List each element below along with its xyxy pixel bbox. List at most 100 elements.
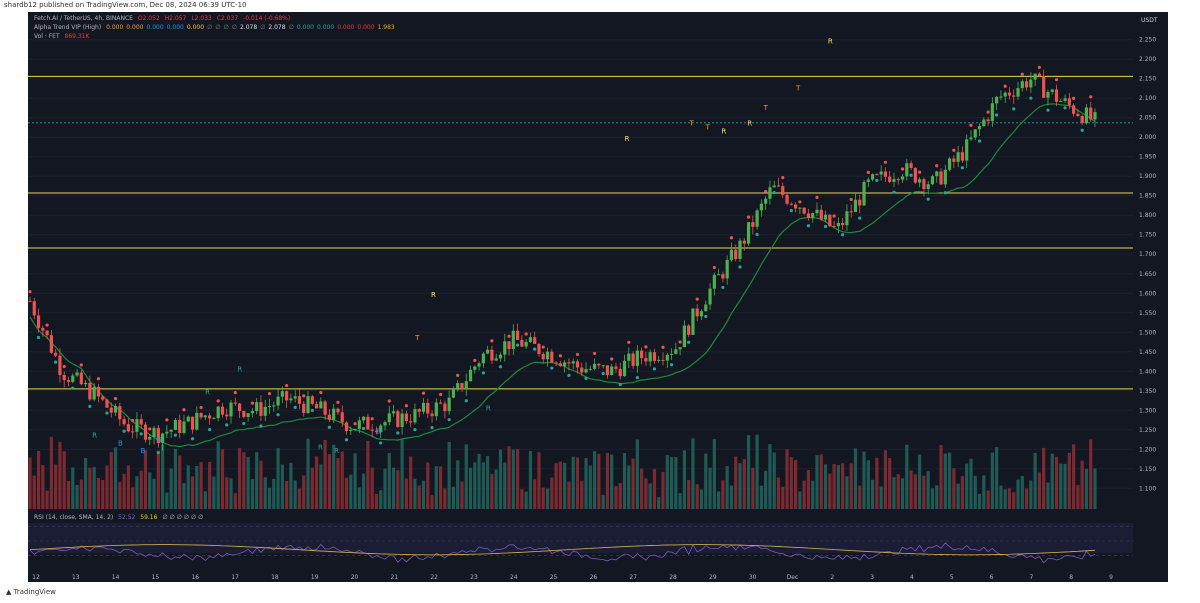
signal-label: B xyxy=(376,428,381,436)
signal-dot xyxy=(592,351,597,356)
volume-bar xyxy=(592,451,597,509)
candle-body xyxy=(870,174,875,180)
price-tick-label: 1.350 xyxy=(1139,388,1156,395)
time-tick-label: 4 xyxy=(910,574,914,581)
candle-body xyxy=(862,181,866,206)
candle-body xyxy=(293,396,297,399)
volume-bar xyxy=(601,494,605,509)
signal-label: T xyxy=(414,334,420,342)
volume-bar xyxy=(255,452,259,509)
candle-body xyxy=(1003,92,1007,97)
volume-bar xyxy=(156,450,160,509)
candle-body xyxy=(648,352,652,362)
candle-body xyxy=(195,412,199,430)
price-tick-label: 1.200 xyxy=(1139,446,1156,453)
volume-bar xyxy=(1076,485,1080,509)
signal-dot xyxy=(669,363,674,367)
candle-body xyxy=(148,436,152,440)
candle-body xyxy=(41,327,45,331)
volume-bar xyxy=(759,485,763,509)
candle-body xyxy=(657,359,661,361)
signal-dot xyxy=(199,405,203,410)
price-tick-label: 1.400 xyxy=(1139,368,1156,375)
volume-bar xyxy=(567,481,571,509)
signal-dot xyxy=(558,354,562,358)
candle-body xyxy=(965,139,969,161)
volume-bar xyxy=(798,491,802,509)
candle-body xyxy=(396,411,400,427)
candle-body xyxy=(225,414,229,417)
candle-body xyxy=(563,362,567,367)
candle-body xyxy=(567,362,571,364)
volume-bar xyxy=(1050,453,1054,509)
candle-body xyxy=(905,163,909,177)
volume-bar xyxy=(721,480,725,509)
signal-dot xyxy=(960,166,965,170)
candle-body xyxy=(88,382,92,400)
price-tick-label: 2.000 xyxy=(1139,134,1156,141)
price-tick-label: 2.100 xyxy=(1139,95,1156,102)
legend-indicator-value: 0.000 xyxy=(317,24,335,31)
candle-body xyxy=(528,337,533,342)
candle-body xyxy=(640,350,644,359)
volume-bar xyxy=(409,456,413,509)
volume-bar xyxy=(220,449,225,509)
signal-dot xyxy=(806,224,811,228)
legend-indicator-value: 0.000 xyxy=(357,24,375,31)
signal-dot xyxy=(233,391,237,395)
volume-bar xyxy=(113,447,118,509)
volume-bar xyxy=(866,460,870,509)
volume-bar xyxy=(379,490,383,509)
legend-indicator-value: 2.078 xyxy=(268,24,286,31)
candle-body xyxy=(229,402,233,417)
time-tick-label: 21 xyxy=(391,574,399,581)
chart-pane[interactable]: 2.1561.8571.7161.3552.03703:20:25 RBBBRR… xyxy=(28,12,1168,582)
volume-bar xyxy=(160,444,165,509)
candle-body xyxy=(139,419,143,425)
candle-body xyxy=(717,274,721,276)
volume-bar xyxy=(836,465,840,509)
volume-bar xyxy=(32,475,36,509)
volume-bar xyxy=(340,451,344,509)
volume-bar xyxy=(943,453,947,509)
price-chart-svg[interactable]: 2.1561.8571.7161.3552.03703:20:25 RBBBRR… xyxy=(28,12,1168,582)
candle-body xyxy=(789,203,793,205)
signal-label: B xyxy=(141,447,146,455)
signal-label: R xyxy=(625,135,630,143)
candle-body xyxy=(413,409,417,423)
horizontal-levels: 2.1561.8571.7161.3552.03703:20:25 xyxy=(28,71,1165,394)
volume-bar xyxy=(1024,488,1029,509)
candle-body xyxy=(216,406,220,419)
candle-body xyxy=(434,402,438,417)
signal-label: T xyxy=(795,84,801,92)
candle-body xyxy=(49,335,53,353)
volume-bar xyxy=(477,454,481,509)
candle-body xyxy=(481,353,485,364)
volume-bar xyxy=(323,440,327,509)
publish-info: shardb12 published on TradingView.com, D… xyxy=(4,1,247,9)
volume-bar xyxy=(1016,479,1020,509)
candle-body xyxy=(237,403,242,412)
price-tick-label: 2.050 xyxy=(1139,115,1156,122)
candle-body xyxy=(738,240,742,259)
volume-bar xyxy=(1012,492,1016,509)
rsi-pane: 80.0060.0040.00 xyxy=(28,512,1156,570)
time-tick-label: 5 xyxy=(950,574,954,581)
candle-body xyxy=(819,209,823,220)
volume-bar xyxy=(468,467,473,509)
volume-bar xyxy=(139,470,143,509)
volume-bar xyxy=(794,459,798,509)
volume-bar xyxy=(657,497,661,509)
signal-dot xyxy=(661,345,665,349)
price-tick-label: 2.250 xyxy=(1139,37,1156,44)
candle-body xyxy=(302,403,306,413)
volume-bar xyxy=(203,491,207,509)
signal-dot xyxy=(515,343,520,347)
candle-body xyxy=(250,411,255,414)
volume-bar xyxy=(640,468,644,509)
candle-body xyxy=(404,413,408,422)
signal-dot xyxy=(900,167,905,171)
candle-body xyxy=(524,341,528,347)
signal-dot xyxy=(1046,108,1050,112)
signal-dot xyxy=(729,236,734,240)
